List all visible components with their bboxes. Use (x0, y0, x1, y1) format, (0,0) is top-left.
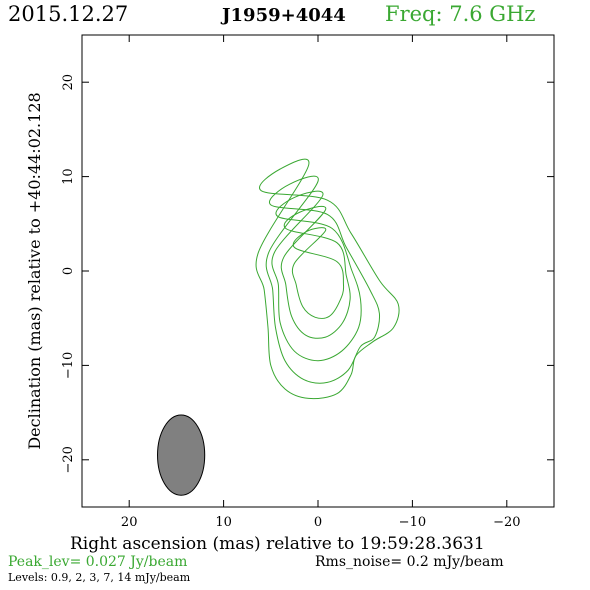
beam-ellipse (157, 414, 206, 496)
y-tick-label: 10 (61, 168, 76, 185)
x-axis-label: Right ascension (mas) relative to 19:59:… (70, 534, 485, 554)
y-axis-label: Declination (mas) relative to +40:44:02.… (25, 92, 44, 449)
x-tick-label: −10 (399, 515, 426, 530)
x-tick-label: 0 (314, 515, 322, 530)
frequency-label: Freq: 7.6 GHz (385, 2, 536, 26)
contour-line (255, 158, 400, 400)
contour-line (271, 190, 362, 362)
contour-line (291, 227, 345, 319)
observation-date: 2015.12.27 (8, 2, 129, 26)
peak-level: Peak_lev= 0.027 Jy/beam (8, 554, 188, 570)
rms-noise: Rms_noise= 0.2 mJy/beam (315, 554, 504, 570)
contour-line (265, 175, 381, 384)
x-tick-label: 10 (215, 515, 232, 530)
contour-line (280, 205, 351, 339)
y-tick-label: −20 (61, 446, 76, 473)
y-tick-label: −10 (61, 352, 76, 379)
source-name: J1959+4044 (222, 5, 346, 26)
plot-frame (81, 34, 555, 508)
x-tick-label: −20 (493, 515, 520, 530)
y-tick-label: 0 (61, 267, 76, 275)
contour-levels: Levels: 0.9, 2, 3, 7, 14 mJy/beam (8, 571, 191, 584)
x-tick-label: 20 (121, 515, 138, 530)
y-tick-label: 20 (61, 74, 76, 91)
